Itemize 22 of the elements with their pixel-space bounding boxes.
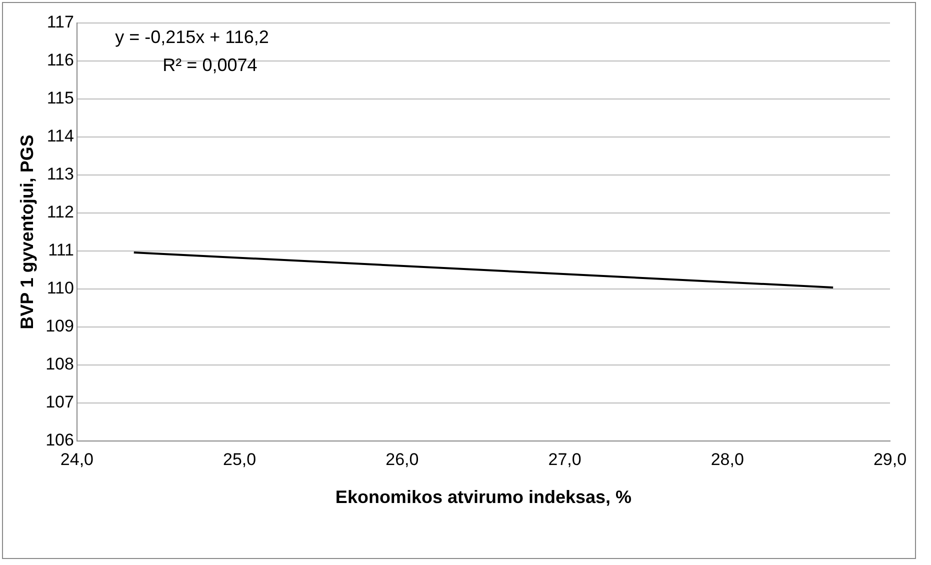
y-tick-label: 115 [46,88,74,108]
y-tick-label: 111 [48,240,74,260]
x-tick-label: 26,0 [386,450,419,469]
y-tick-label: 110 [46,278,74,298]
y-tick-label: 107 [46,392,74,412]
y-tick-label: 109 [46,316,74,336]
y-tick-label: 116 [46,50,74,70]
y-axis-title: BVP 1 gyventojui, PGS [16,134,37,330]
x-tick-label: 27,0 [548,450,582,469]
x-tick-label: 24,0 [60,450,94,469]
y-tick-label: 112 [46,202,74,222]
x-tick-label: 29,0 [873,450,907,469]
x-tick-label: 28,0 [710,450,744,469]
x-tick-label: 25,0 [223,450,256,469]
y-tick-label: 117 [46,12,74,32]
y-tick-label: 106 [46,430,74,450]
y-tick-label: 113 [46,164,74,184]
y-tick-label: 114 [46,126,74,146]
annotation: R² = 0,0074 [162,55,258,75]
x-axis-title: Ekonomikos atvirumo indeksas, % [335,487,632,508]
y-tick-label: 108 [46,354,74,374]
annotation: y = -0,215x + 116,2 [115,27,269,47]
